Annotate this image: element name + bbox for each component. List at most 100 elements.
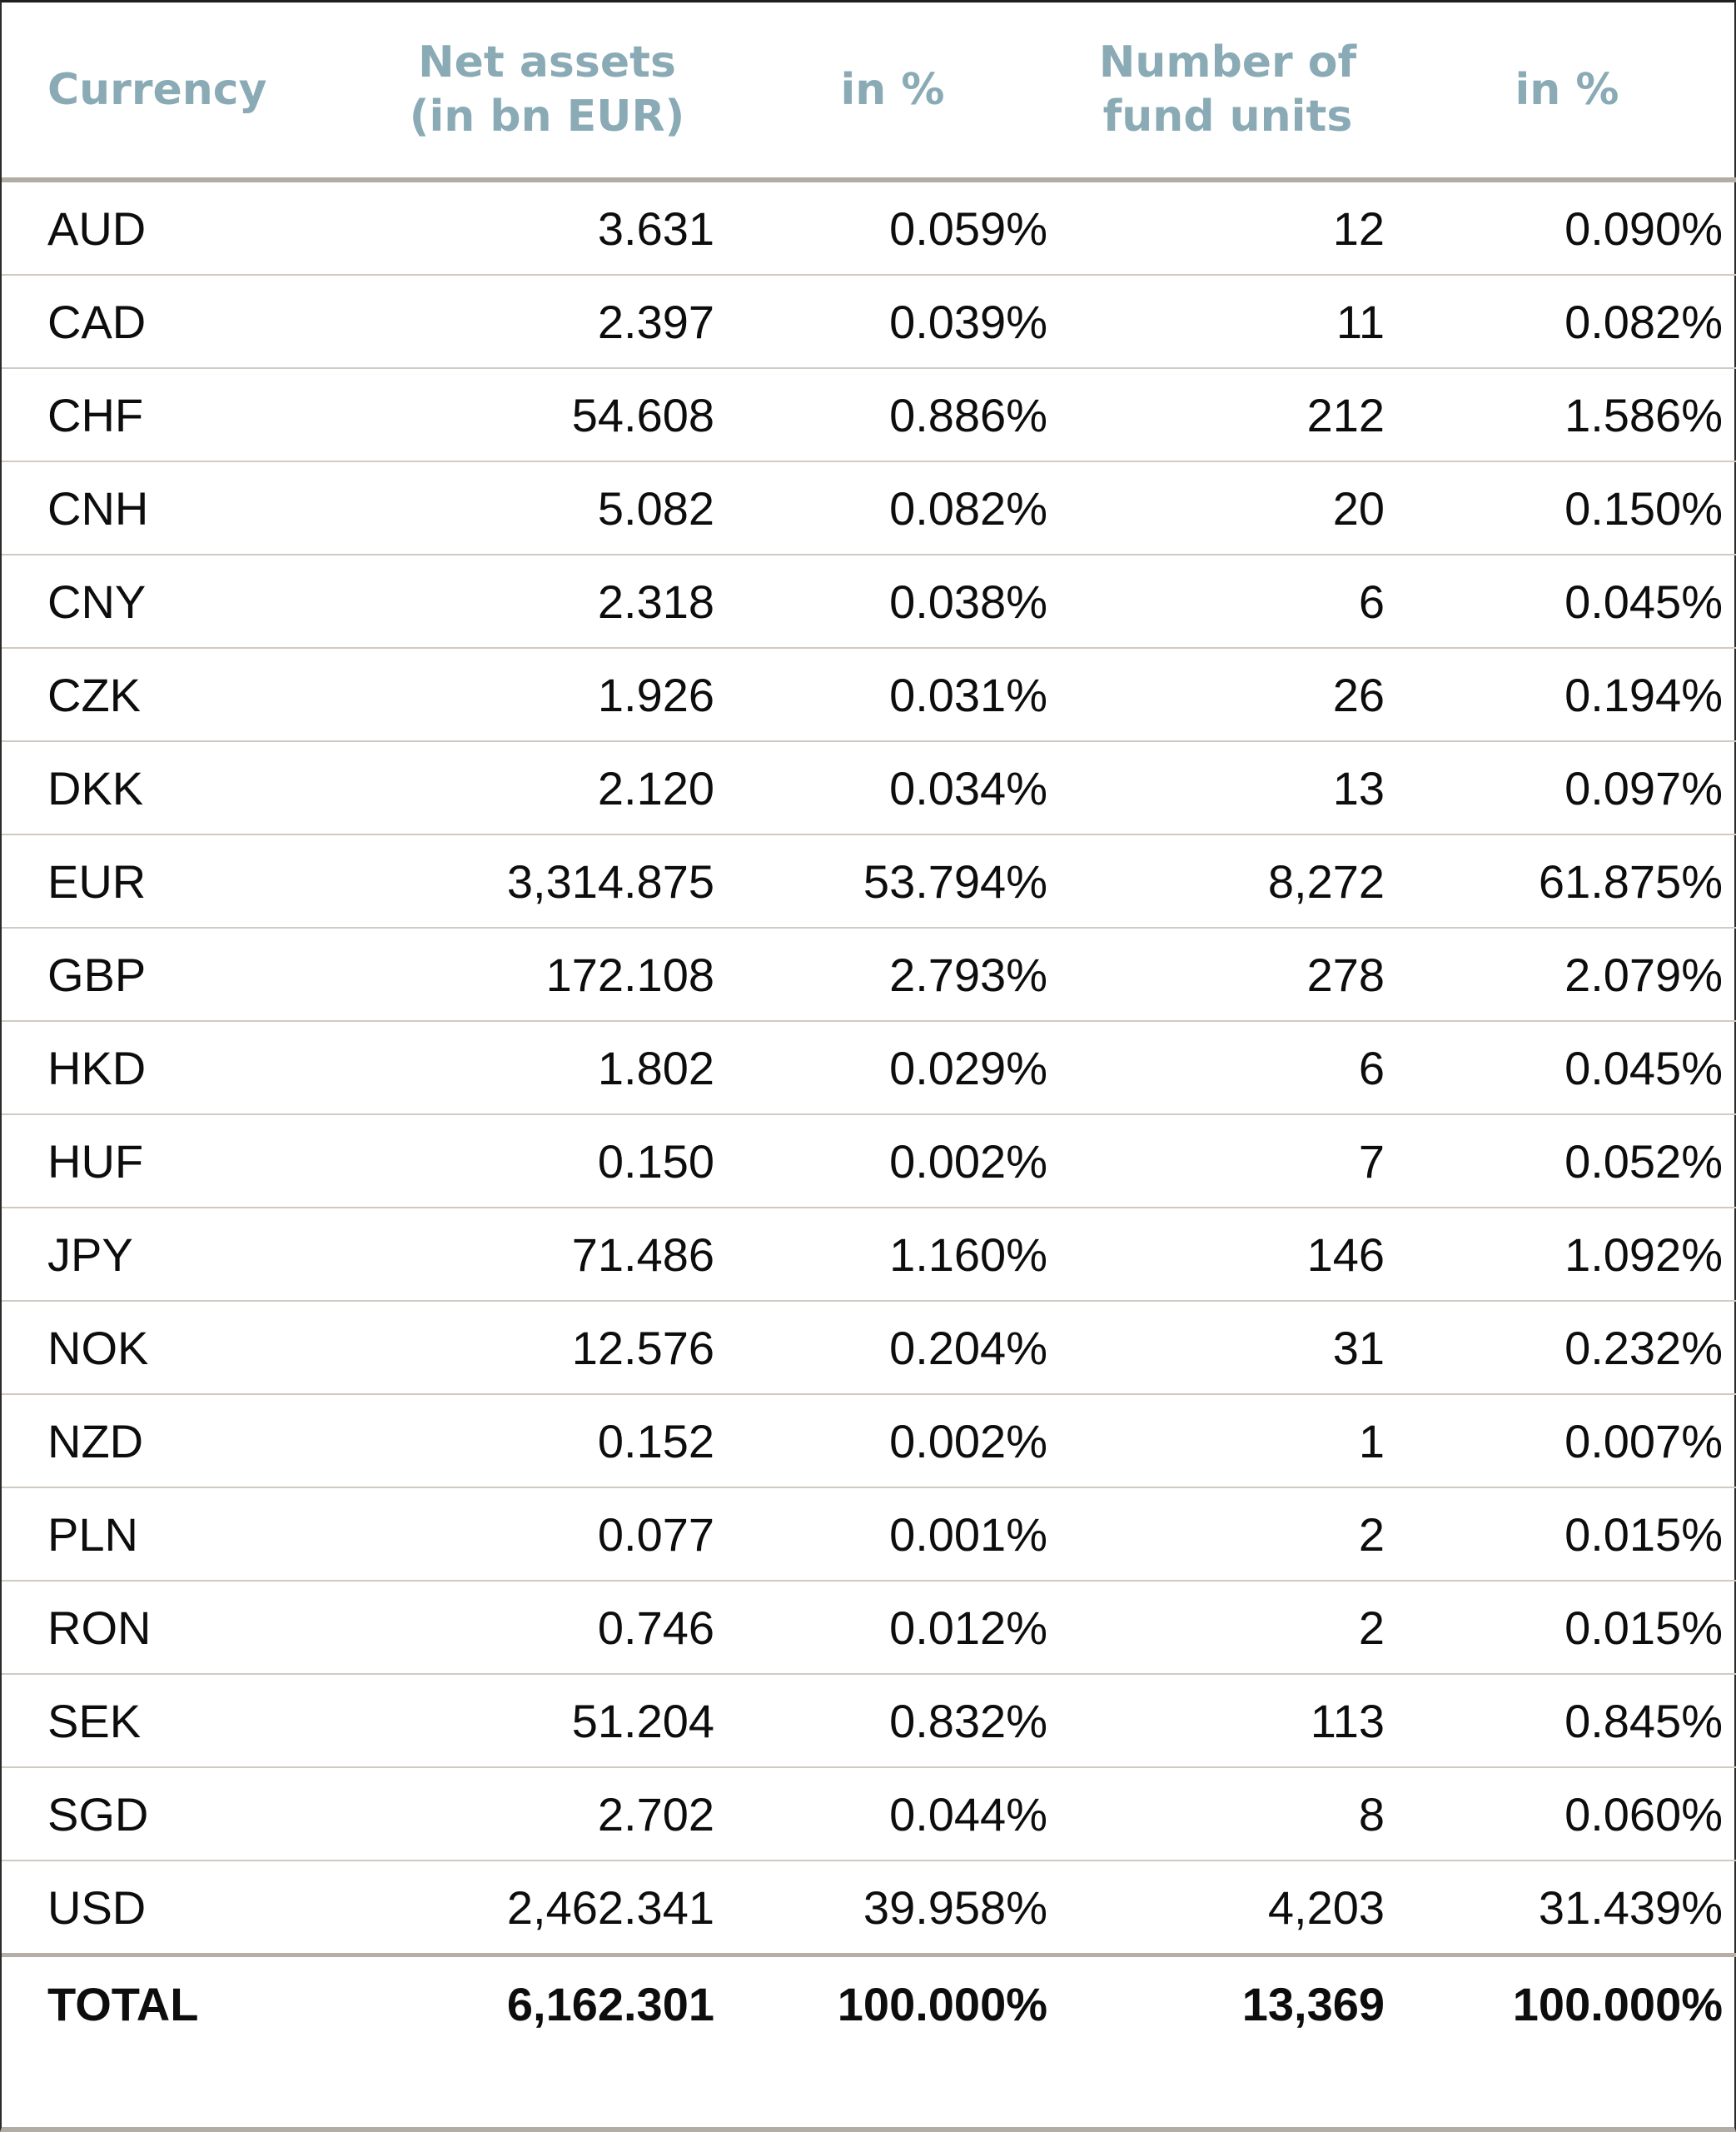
cell-fund-units: 20 <box>1332 481 1385 535</box>
cell-net-assets: 3,314.875 <box>506 854 714 908</box>
cell-currency: GBP <box>47 948 147 1001</box>
cell-currency: RON <box>47 1601 152 1654</box>
cell-net-assets: 2.702 <box>597 1787 714 1841</box>
cell-net-assets-pct: 0.002% <box>889 1414 1047 1467</box>
table-body: AUD 3.631 0.059% 12 0.090% CAD 2.397 0.039% 11 0.… <box>2 180 1736 1955</box>
cell-net-assets: 2.318 <box>597 575 714 628</box>
currency-table: Currency Net assets (in bn EUR) in % Num… <box>2 2 1736 2050</box>
table-total-row: TOTAL 6,162.301 100.000% 13,369 100.000% <box>2 1955 1736 2051</box>
cell-fund-units-pct: 0.007% <box>1564 1414 1723 1467</box>
cell-net-assets-pct: 0.001% <box>889 1507 1047 1561</box>
cell-net-assets: 0.152 <box>597 1414 714 1467</box>
cell-net-assets-pct: 0.031% <box>889 668 1047 721</box>
cell-currency: CAD <box>47 295 147 348</box>
cell-fund-units-pct: 31.439% <box>1538 1880 1723 1934</box>
column-header-fund-units-pct: in % <box>1515 64 1619 115</box>
cell-net-assets: 54.608 <box>571 388 714 441</box>
table-row: NZD 0.152 0.002% 1 0.007% <box>2 1394 1736 1487</box>
cell-fund-units-pct: 0.045% <box>1564 575 1723 628</box>
cell-net-assets-pct: 0.204% <box>889 1321 1047 1374</box>
table-row: AUD 3.631 0.059% 12 0.090% <box>2 180 1736 275</box>
cell-net-assets-pct: 0.059% <box>889 202 1047 255</box>
cell-net-assets: 0.150 <box>597 1134 714 1188</box>
cell-fund-units: 7 <box>1358 1134 1385 1188</box>
column-header-net-assets: Net assets (in bn EUR) <box>409 37 685 142</box>
cell-fund-units: 8,272 <box>1267 854 1385 908</box>
cell-net-assets-pct: 0.012% <box>889 1601 1047 1654</box>
cell-fund-units: 26 <box>1332 668 1385 721</box>
cell-currency: CNY <box>47 575 147 628</box>
cell-currency: HUF <box>47 1134 144 1188</box>
cell-fund-units-pct: 0.082% <box>1564 295 1723 348</box>
cell-net-assets-pct: 0.832% <box>889 1694 1047 1747</box>
cell-fund-units-pct: 0.150% <box>1564 481 1723 535</box>
cell-net-assets-pct: 0.038% <box>889 575 1047 628</box>
cell-fund-units: 12 <box>1332 202 1385 255</box>
cell-currency: JPY <box>47 1228 133 1281</box>
cell-currency: EUR <box>47 854 147 908</box>
cell-net-assets-pct: 0.002% <box>889 1134 1047 1188</box>
table-row: CHF 54.608 0.886% 212 1.586% <box>2 368 1736 461</box>
table-row: GBP 172.108 2.793% 278 2.079% <box>2 928 1736 1021</box>
cell-currency: AUD <box>47 202 147 255</box>
cell-fund-units: 13 <box>1332 761 1385 814</box>
cell-currency: HKD <box>47 1041 147 1094</box>
table-header: Currency Net assets (in bn EUR) in % Num… <box>2 2 1736 180</box>
table-row: SGD 2.702 0.044% 8 0.060% <box>2 1767 1736 1861</box>
total-row: TOTAL 6,162.301 100.000% 13,369 100.000% <box>2 1955 1736 2051</box>
cell-net-assets-pct: 0.034% <box>889 761 1047 814</box>
cell-net-assets: 0.746 <box>597 1601 714 1654</box>
cell-net-assets-pct: 39.958% <box>863 1880 1047 1934</box>
cell-fund-units-pct: 0.045% <box>1564 1041 1723 1094</box>
table-row: PLN 0.077 0.001% 2 0.015% <box>2 1487 1736 1581</box>
cell-net-assets-pct: 0.044% <box>889 1787 1047 1841</box>
table-row: JPY 71.486 1.160% 146 1.092% <box>2 1208 1736 1301</box>
table-row: CAD 2.397 0.039% 11 0.082% <box>2 275 1736 368</box>
cell-net-assets-pct: 53.794% <box>863 854 1047 908</box>
cell-fund-units: 8 <box>1358 1787 1385 1841</box>
cell-net-assets-pct: 0.886% <box>889 388 1047 441</box>
cell-fund-units-pct: 0.052% <box>1564 1134 1723 1188</box>
column-header-currency: Currency <box>47 64 267 115</box>
cell-fund-units: 11 <box>1336 295 1385 348</box>
table-row: CNY 2.318 0.038% 6 0.045% <box>2 555 1736 648</box>
total-label: TOTAL <box>47 1977 199 2030</box>
cell-net-assets: 2.120 <box>597 761 714 814</box>
cell-currency: PLN <box>47 1507 138 1561</box>
cell-currency: NOK <box>47 1321 149 1374</box>
cell-currency: NZD <box>47 1414 144 1467</box>
cell-net-assets: 3.631 <box>597 202 714 255</box>
cell-currency: DKK <box>47 761 144 814</box>
cell-fund-units: 212 <box>1306 388 1385 441</box>
table-row: USD 2,462.341 39.958% 4,203 31.439% <box>2 1861 1736 1955</box>
cell-net-assets-pct: 0.082% <box>889 481 1047 535</box>
cell-net-assets: 12.576 <box>571 1321 714 1374</box>
cell-fund-units-pct: 0.015% <box>1564 1601 1723 1654</box>
cell-net-assets-pct: 0.029% <box>889 1041 1047 1094</box>
cell-net-assets-pct: 0.039% <box>889 295 1047 348</box>
cell-fund-units: 6 <box>1358 1041 1385 1094</box>
cell-fund-units: 2 <box>1358 1507 1385 1561</box>
cell-fund-units-pct: 0.845% <box>1564 1694 1723 1747</box>
cell-net-assets: 2.397 <box>597 295 714 348</box>
cell-net-assets: 71.486 <box>571 1228 714 1281</box>
header-row: Currency Net assets (in bn EUR) in % Num… <box>2 2 1736 180</box>
table-row: HUF 0.150 0.002% 7 0.052% <box>2 1114 1736 1208</box>
cell-fund-units: 1 <box>1358 1414 1385 1467</box>
column-header-fund-units: Number of fund units <box>1098 37 1357 142</box>
cell-fund-units: 146 <box>1306 1228 1385 1281</box>
table-row: CNH 5.082 0.082% 20 0.150% <box>2 461 1736 555</box>
cell-net-assets: 2,462.341 <box>506 1880 714 1934</box>
table-row: NOK 12.576 0.204% 31 0.232% <box>2 1301 1736 1394</box>
cell-fund-units: 6 <box>1358 575 1385 628</box>
cell-net-assets: 51.204 <box>571 1694 714 1747</box>
cell-currency: SGD <box>47 1787 149 1841</box>
cell-fund-units-pct: 61.875% <box>1538 854 1723 908</box>
table-row: RON 0.746 0.012% 2 0.015% <box>2 1581 1736 1674</box>
cell-fund-units-pct: 2.079% <box>1564 948 1723 1001</box>
cell-currency: USD <box>47 1880 147 1934</box>
cell-net-assets: 172.108 <box>545 948 714 1001</box>
cell-net-assets-pct: 1.160% <box>889 1228 1047 1281</box>
cell-currency: CNH <box>47 481 149 535</box>
